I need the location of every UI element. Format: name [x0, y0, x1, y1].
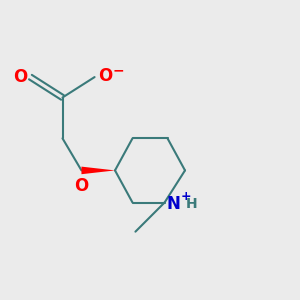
Text: H: H [186, 197, 197, 211]
Text: +: + [181, 190, 191, 203]
Text: −: − [113, 64, 124, 78]
Text: O: O [98, 67, 112, 85]
Text: O: O [13, 68, 27, 86]
Text: O: O [74, 177, 88, 195]
Text: N: N [166, 195, 180, 213]
Polygon shape [82, 167, 115, 174]
